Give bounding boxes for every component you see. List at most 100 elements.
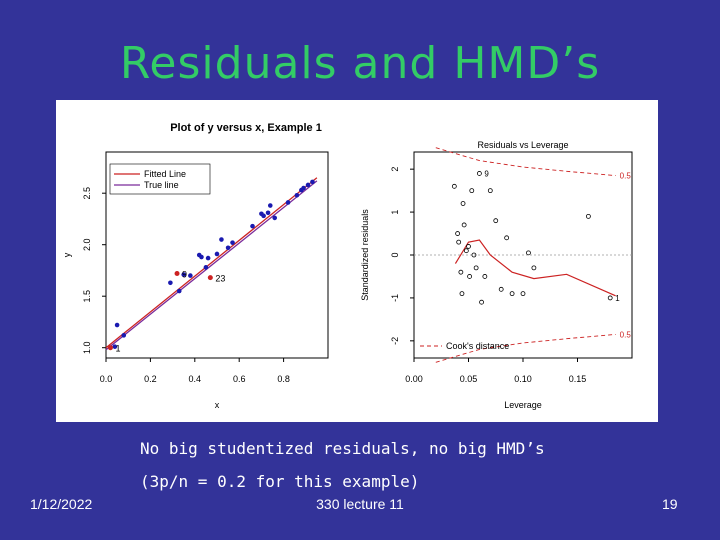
plot2-point bbox=[476, 171, 482, 176]
plot1-point-label: 23 bbox=[215, 274, 225, 284]
plot1-line-fitted bbox=[105, 177, 318, 349]
plot2-point bbox=[607, 295, 613, 301]
plot1-point bbox=[114, 322, 120, 328]
plot1-point-label: 1 bbox=[115, 344, 120, 354]
plot2-point bbox=[458, 269, 464, 275]
plot2-point bbox=[466, 244, 471, 249]
plot2-point bbox=[467, 274, 472, 279]
plot2-point bbox=[463, 248, 469, 254]
plot2-point bbox=[482, 274, 488, 279]
page-number: 19 bbox=[662, 496, 678, 512]
plot1-line-true bbox=[105, 180, 318, 351]
plot2-point bbox=[479, 299, 484, 305]
plot1-point bbox=[272, 215, 278, 221]
plot2-ytick-label: -1 bbox=[390, 294, 400, 302]
plot1-point bbox=[301, 185, 306, 191]
plot1-legend-box bbox=[109, 163, 211, 195]
plot2-xtick-label: 0.05 bbox=[460, 374, 478, 384]
plot2-point bbox=[451, 183, 457, 189]
plot1-ytick-label: 2.0 bbox=[82, 238, 92, 251]
plot1-xlabel: x bbox=[215, 400, 220, 410]
plot1-xtick-label: 0.0 bbox=[100, 374, 113, 384]
caption-line-1: No big studentized residuals, no big HMD… bbox=[140, 439, 545, 458]
plot2-title: Residuals vs Leverage bbox=[477, 140, 568, 150]
plot2-point bbox=[498, 286, 504, 292]
plot2-contour-label: 0.5 bbox=[620, 330, 632, 339]
plot2-ytick-label: -2 bbox=[390, 337, 400, 345]
plot1-point bbox=[121, 333, 127, 338]
plot2-point bbox=[520, 291, 526, 297]
plot1-point bbox=[181, 272, 186, 277]
plot2-point bbox=[586, 213, 591, 219]
plot1-point bbox=[225, 245, 231, 251]
plot2-point-label: 1 bbox=[615, 294, 620, 303]
plots-svg: Plot of y versus x, Example 1 x y 0.0 0.2 0.4… bbox=[62, 122, 633, 410]
plot2-smooth-line bbox=[454, 239, 616, 297]
plot1-point bbox=[267, 203, 273, 208]
plot1-point bbox=[205, 255, 211, 261]
plot1-legend-label: True line bbox=[144, 180, 179, 190]
plot1-point bbox=[199, 254, 204, 260]
plot1-point bbox=[265, 210, 271, 216]
plot1-xtick-label: 0.4 bbox=[189, 374, 202, 384]
plot1-highlight-point bbox=[207, 275, 213, 281]
plot1-highlight-point bbox=[107, 345, 113, 351]
plot2-xtick-label: 0.10 bbox=[514, 374, 532, 384]
plot2-point bbox=[531, 265, 537, 271]
slide-title: Residuals and HMD’s bbox=[119, 38, 601, 89]
plot2-xtick-label: 0.00 bbox=[405, 374, 423, 384]
plot2-ytick-label: 2 bbox=[390, 167, 400, 172]
plot1-point bbox=[310, 179, 315, 185]
footer-course: 330 lecture 11 bbox=[316, 496, 404, 512]
plot1-point bbox=[176, 288, 182, 294]
plot1-legend-label: Fitted Line bbox=[144, 169, 186, 179]
plot2-point bbox=[487, 188, 493, 194]
plot2-cook-lower bbox=[435, 333, 616, 363]
plot1-point bbox=[230, 240, 235, 245]
plot2-ylabel: Standardized residuals bbox=[360, 209, 370, 301]
plot1-point bbox=[188, 273, 193, 278]
plot2-xtick-label: 0.15 bbox=[569, 374, 587, 384]
plot1-ytick-label: 1.5 bbox=[82, 290, 92, 303]
plot1-point bbox=[285, 200, 291, 205]
plot1-xtick-label: 0.6 bbox=[233, 374, 246, 384]
plot1-ytick-label: 2.5 bbox=[82, 187, 92, 200]
plot2-ytick-label: 1 bbox=[390, 210, 400, 215]
plot2-point bbox=[473, 265, 479, 271]
plot1-frame bbox=[105, 151, 329, 359]
plot2-point bbox=[469, 188, 475, 194]
plot1-point bbox=[112, 344, 118, 349]
plot1-point bbox=[219, 237, 224, 242]
plot2-point bbox=[471, 252, 477, 258]
plot-panel: Plot of y versus x, Example 1 x y 0.0 0.2 0.4… bbox=[56, 100, 658, 422]
plot2-contour-label: 0.5 bbox=[620, 172, 632, 181]
plot2-point bbox=[455, 231, 461, 236]
plot1-point bbox=[203, 265, 209, 270]
plot1-point bbox=[214, 251, 220, 257]
plot1-ylabel: y bbox=[62, 252, 72, 257]
plot1-xtick-label: 0.8 bbox=[277, 374, 290, 384]
plot1-point bbox=[261, 213, 266, 219]
plot2-point-label: 9 bbox=[484, 169, 489, 178]
plot1-point bbox=[168, 280, 173, 286]
plot1-title: Plot of y versus x, Example 1 bbox=[170, 122, 322, 134]
plot2-point bbox=[456, 239, 462, 245]
plot2-point bbox=[504, 235, 510, 241]
plot2-point bbox=[459, 291, 465, 297]
plot2-xlabel: Leverage bbox=[504, 400, 542, 410]
plot1-highlight-point bbox=[174, 271, 180, 277]
plot2-point bbox=[460, 201, 466, 206]
plot1-point bbox=[250, 223, 255, 229]
plot1-point bbox=[305, 182, 311, 188]
plot2-ytick-label: 0 bbox=[390, 252, 400, 257]
plot2-point bbox=[509, 291, 515, 297]
plot1-point-label: 9 bbox=[182, 270, 187, 280]
plot2-point bbox=[526, 250, 531, 256]
plot2-cook-upper bbox=[435, 147, 616, 177]
plot1-xtick-label: 0.2 bbox=[144, 374, 157, 384]
plot2-point bbox=[461, 222, 467, 228]
plot2-point bbox=[493, 218, 499, 224]
plot1-point bbox=[294, 192, 300, 198]
plot1-ytick-label: 1.0 bbox=[82, 341, 92, 354]
caption-line-2: (3p/n = 0.2 for this example) bbox=[140, 472, 420, 491]
